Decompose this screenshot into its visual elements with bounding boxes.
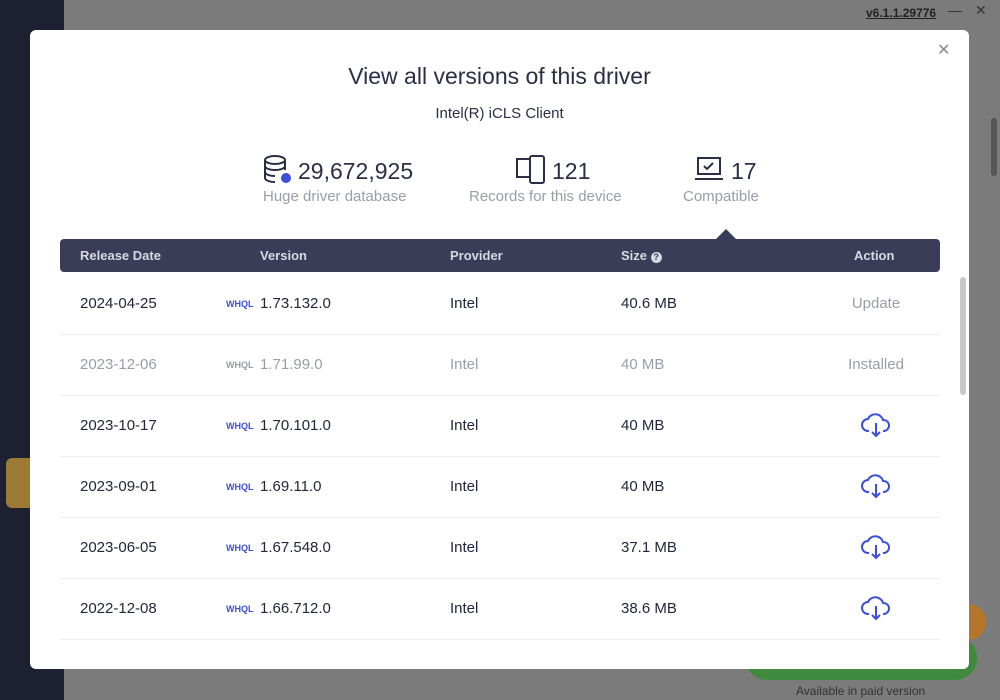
- size: 40.6 MB: [621, 295, 677, 312]
- dialog-subtitle: Intel(R) iCLS Client: [435, 105, 564, 122]
- provider: Intel: [450, 600, 479, 617]
- download-button[interactable]: [861, 472, 891, 504]
- table-row: 2024-04-25 WHQL 1.73.132.0 Intel 40.6 MB Upda…: [60, 273, 940, 335]
- stat-label: Records for this device: [469, 188, 622, 205]
- pointer: [716, 229, 736, 239]
- whql-badge: WHQL: [226, 543, 254, 553]
- header-cell: Size ?: [621, 248, 662, 263]
- action[interactable]: Update: [851, 295, 901, 312]
- release-date: 2023-10-17: [80, 417, 157, 434]
- release-date: 2023-06-05: [80, 539, 157, 556]
- laptop-icon: [695, 157, 723, 180]
- size: 38.6 MB: [621, 600, 677, 617]
- download-button[interactable]: [861, 533, 891, 565]
- header-cell: Provider: [450, 248, 503, 263]
- scrollbar[interactable]: [991, 118, 997, 176]
- provider: Intel: [450, 417, 479, 434]
- help-icon[interactable]: ?: [650, 252, 662, 263]
- size: 37.1 MB: [621, 539, 677, 556]
- size: 40 MB: [621, 478, 665, 495]
- stat-label: Compatible: [683, 188, 759, 205]
- minimize[interactable]: —: [948, 2, 962, 18]
- provider: Intel: [450, 356, 479, 373]
- size: 40 MB: [621, 356, 665, 373]
- stat-value: 29,672,925: [298, 158, 414, 184]
- dialog-title: View all versions of this driver: [348, 63, 651, 89]
- download-icon: [861, 474, 890, 499]
- table-row: 2023-12-06 WHQL 1.71.99.0 Intel 40 MB Install…: [60, 334, 940, 396]
- whql-badge: WHQL: [226, 421, 254, 431]
- table-scrollbar[interactable]: [960, 277, 966, 395]
- device-icon: [516, 155, 545, 184]
- action[interactable]: Installed: [848, 356, 904, 373]
- header-cell: Action: [854, 248, 895, 263]
- paid-note: Available in paid version: [796, 684, 926, 698]
- version: 1.73.132.0: [260, 295, 331, 312]
- stat-value: 121: [552, 158, 591, 184]
- whql-badge: WHQL: [226, 299, 254, 309]
- release-date: 2022-12-08: [80, 600, 157, 617]
- release-date: 2023-09-01: [80, 478, 157, 495]
- header-cell: Version: [260, 248, 307, 263]
- stat-label: Huge driver database: [263, 188, 407, 205]
- version: 1.71.99.0: [260, 356, 323, 373]
- header-cell: Release Date: [80, 248, 161, 263]
- table-row: 2023-10-17 WHQL 1.70.101.0 Intel 40 MB: [60, 395, 940, 457]
- version: 1.66.712.0: [260, 600, 331, 617]
- table-row: 2022-12-08 WHQL 1.66.712.0 Intel 38.6 MB: [60, 578, 940, 640]
- download-button[interactable]: [861, 411, 891, 443]
- close-window[interactable]: ✕: [975, 2, 987, 18]
- dialog: ✕ View all versions of this driver Intel…: [30, 30, 969, 669]
- version: 1.70.101.0: [260, 417, 331, 434]
- version: 1.69.11.0: [260, 478, 322, 495]
- whql-badge: WHQL: [226, 482, 254, 492]
- size-header: Size: [621, 248, 648, 263]
- release-date: 2023-12-06: [80, 356, 157, 373]
- version-text: v6.1.1.29776: [866, 6, 937, 20]
- table-header: Release Date Version Provider Size ? Act…: [60, 239, 940, 272]
- provider: Intel: [450, 539, 479, 556]
- version: 1.67.548.0: [260, 539, 331, 556]
- table-row: 2023-06-05 WHQL 1.67.548.0 Intel 37.1 MB: [60, 517, 940, 579]
- whql-badge: WHQL: [226, 360, 254, 370]
- size: 40 MB: [621, 417, 665, 434]
- whql-badge: WHQL: [226, 604, 254, 614]
- download-button[interactable]: [861, 594, 891, 626]
- download-icon: [861, 413, 890, 438]
- database-icon: [264, 155, 291, 183]
- download-icon: [861, 535, 890, 560]
- close-button[interactable]: ✕: [937, 42, 951, 59]
- table-row: 2023-09-01 WHQL 1.69.11.0 Intel 40 MB: [60, 456, 940, 518]
- release-date: 2024-04-25: [80, 295, 157, 312]
- provider: Intel: [450, 295, 479, 312]
- download-icon: [861, 596, 890, 621]
- stat-value: 17: [731, 158, 757, 184]
- provider: Intel: [450, 478, 479, 495]
